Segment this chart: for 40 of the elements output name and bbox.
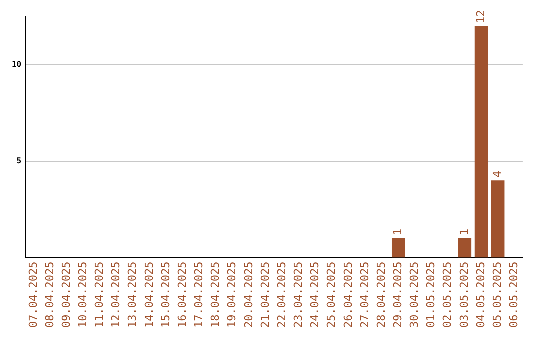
x-tick-label: 04.05.2025: [474, 262, 488, 328]
x-tick-label: 02.05.2025: [441, 262, 454, 328]
x-tick-label: 05.05.2025: [490, 262, 504, 328]
bar: [474, 26, 488, 258]
x-tick-label: 29.04.2025: [391, 262, 404, 328]
x-tick-label: 26.04.2025: [342, 262, 355, 328]
x-tick-label: 18.04.2025: [209, 262, 222, 328]
data-label: 12: [474, 10, 488, 24]
x-tick-label: 16.04.2025: [176, 262, 189, 328]
data-label: 1: [391, 228, 404, 236]
x-tick-label: 06.05.2025: [508, 262, 521, 328]
x-tick-label: 27.04.2025: [358, 262, 372, 328]
x-tick-label: 08.04.2025: [43, 262, 56, 328]
x-tick-label: 19.04.2025: [226, 262, 239, 328]
y-tick-label: 10: [12, 60, 22, 70]
x-tick-label: 03.05.2025: [458, 262, 471, 328]
x-tick-label: 10.04.2025: [76, 262, 90, 328]
data-label: 1: [458, 228, 471, 236]
bar: [491, 180, 505, 258]
x-tick-label: 20.04.2025: [242, 262, 256, 328]
y-tick-label: 5: [16, 156, 22, 166]
x-tick-label: 09.04.2025: [60, 262, 73, 328]
x-tick-label: 17.04.2025: [192, 262, 206, 328]
bar: [458, 238, 472, 258]
x-tick-label: 23.04.2025: [292, 262, 306, 328]
x-tick-label: 14.04.2025: [142, 262, 156, 328]
x-tick-label: 24.04.2025: [308, 262, 322, 328]
x-tick-label: 30.04.2025: [408, 262, 422, 328]
x-tick-label: 21.04.2025: [258, 262, 272, 328]
data-label: 4: [490, 170, 504, 178]
x-tick-label: 11.04.2025: [93, 262, 106, 328]
x-tick-label: 07.04.2025: [26, 262, 40, 328]
x-tick-label: 15.04.2025: [159, 262, 172, 328]
bar: [392, 238, 406, 258]
x-tick-label: 25.04.2025: [325, 262, 338, 328]
x-tick-label: 28.04.2025: [374, 262, 388, 328]
x-tick-label: 12.04.2025: [110, 262, 123, 328]
x-tick-label: 01.05.2025: [424, 262, 438, 328]
x-tick-label: 22.04.2025: [275, 262, 288, 328]
x-tick-label: 13.04.2025: [126, 262, 140, 328]
